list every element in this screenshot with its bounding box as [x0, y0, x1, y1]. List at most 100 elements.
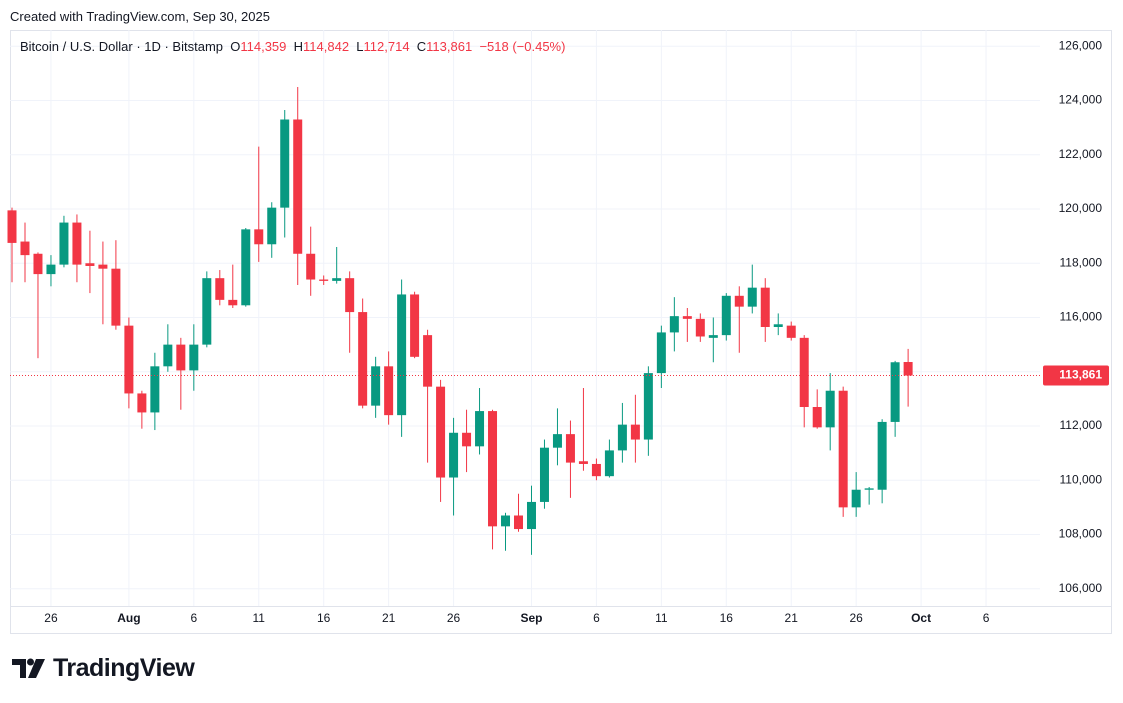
x-tick-label: 6	[983, 611, 990, 625]
legend-value: 112,714	[363, 39, 410, 54]
legend-label: O	[230, 39, 241, 54]
candle-body	[799, 337, 809, 408]
candle-body	[384, 366, 394, 416]
candle-body	[150, 366, 160, 413]
candle-body	[436, 386, 446, 478]
legend-label: L	[356, 39, 364, 54]
candle-body	[539, 447, 549, 502]
candle-body	[552, 434, 562, 448]
candle-body	[617, 424, 627, 451]
candle-body	[877, 421, 887, 490]
x-tick-label: Sep	[520, 611, 542, 625]
y-tick-label: 106,000	[1059, 581, 1103, 595]
candle-body	[371, 366, 381, 406]
chart-frame	[10, 30, 1112, 634]
y-tick-label: 122,000	[1059, 147, 1103, 161]
candle-body	[98, 264, 108, 269]
candle-body	[254, 229, 264, 245]
candle-body	[137, 393, 147, 413]
candle-body	[773, 324, 783, 327]
y-tick-label: 110,000	[1060, 472, 1103, 486]
y-tick-label: 118,000	[1060, 255, 1103, 269]
y-tick-label: 120,000	[1059, 201, 1103, 215]
candle-body	[423, 335, 433, 387]
y-tick-label: 116,000	[1060, 310, 1103, 324]
legend-value: 114,842	[303, 39, 350, 54]
candles	[7, 86, 913, 555]
x-tick-label: Aug	[117, 611, 140, 625]
candle-body	[786, 325, 796, 338]
candle-body	[682, 316, 692, 319]
candle-body	[890, 362, 900, 422]
candle-body	[267, 207, 277, 245]
x-tick-label: 21	[382, 611, 396, 625]
candle-body	[565, 434, 575, 463]
candle-body	[514, 515, 523, 530]
symbol: Bitcoin / U.S. Dollar · 1D · Bitstamp	[20, 39, 223, 54]
candle-body	[111, 268, 121, 326]
x-tick-label: 26	[849, 611, 863, 625]
y-tick-label: 108,000	[1059, 527, 1103, 541]
candle-body	[163, 344, 173, 367]
x-tick-label: 16	[720, 611, 734, 625]
legend-value: 114,359	[240, 39, 287, 54]
candle-body	[345, 278, 355, 313]
x-tick-label: Oct	[911, 611, 931, 625]
candle-body	[202, 278, 212, 345]
candle-body	[526, 501, 536, 530]
candle-body	[189, 344, 199, 371]
y-tick-label: 112,000	[1060, 418, 1103, 432]
candle-body	[734, 295, 744, 307]
candle-body	[604, 450, 614, 477]
legend-label: H	[293, 39, 304, 54]
candle-body	[591, 463, 601, 477]
candle-body	[46, 264, 56, 275]
candle-body	[124, 325, 134, 394]
candle-body	[306, 253, 316, 280]
candle-body	[501, 515, 511, 527]
candle-body	[903, 362, 913, 376]
candle-body	[695, 318, 705, 337]
logo	[12, 658, 45, 678]
grid	[10, 30, 1040, 606]
candle-body	[358, 312, 368, 406]
candle-body	[760, 287, 770, 327]
legend-label: C	[416, 39, 427, 54]
candle-body	[85, 263, 95, 266]
x-tick-label: 21	[785, 611, 799, 625]
candle-body	[851, 489, 861, 508]
y-tick-label: 124,000	[1059, 93, 1103, 107]
x-tick-label: 11	[655, 611, 668, 625]
candle-body	[20, 241, 30, 256]
candle-body	[397, 294, 407, 416]
candle-body	[293, 119, 303, 254]
candle-body	[630, 424, 640, 440]
candle-body	[72, 222, 82, 265]
candle-body	[812, 407, 822, 428]
candle-body	[228, 299, 238, 306]
legend-value: 113,861	[426, 39, 473, 54]
last-price-label: 113,861	[1059, 368, 1102, 382]
brand: TradingView	[53, 654, 195, 682]
candle-body	[475, 411, 485, 447]
candle-body	[332, 278, 342, 281]
y-tick-label: 126,000	[1059, 38, 1103, 52]
candle-body	[410, 294, 420, 357]
x-tick-label: 6	[593, 611, 600, 625]
candle-body	[747, 287, 757, 307]
candle-body	[280, 119, 290, 208]
candle-body	[669, 316, 679, 333]
x-tick-label: 26	[447, 611, 461, 625]
x-tick-label: 11	[253, 611, 266, 625]
candle-body	[59, 222, 69, 265]
x-tick-label: 6	[190, 611, 197, 625]
candle-body	[7, 210, 17, 243]
legend-change: −518 (−0.45%)	[479, 39, 566, 54]
candle-body	[488, 411, 498, 527]
candle-body	[838, 390, 848, 508]
candle-body	[721, 295, 731, 336]
candle-body	[643, 373, 653, 440]
candle-body	[33, 253, 43, 275]
candle-body	[578, 461, 588, 464]
candle-body	[825, 390, 835, 428]
